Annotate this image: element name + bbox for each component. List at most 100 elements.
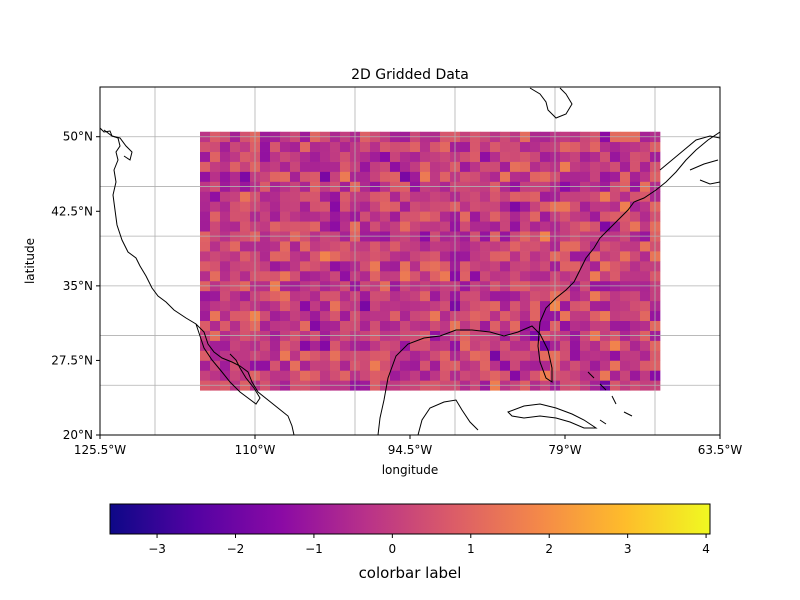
heatmap-cell [530,370,541,381]
heatmap-cell [360,141,371,152]
colorbar-ticks: −3 −2 −1 0 1 2 3 4 [148,534,710,556]
heatmap-cell [300,191,311,202]
heatmap-cell [360,310,371,321]
heatmap-cell [630,300,641,312]
heatmap-cell [630,350,641,361]
heatmap-cell [590,171,601,182]
heatmap-cell [600,171,611,182]
heatmap-cell [310,300,321,312]
heatmap-cell [490,320,501,331]
heatmap-cell [430,320,441,331]
heatmap-cell [520,201,531,212]
colorbar-tick-label: 4 [702,542,710,556]
heatmap-cell [390,320,401,331]
heatmap-cell [240,300,251,312]
heatmap-cell [310,350,321,361]
heatmap-cell [390,241,401,252]
heatmap-cell [240,151,251,162]
heatmap-cell [530,161,541,172]
heatmap-cell [540,270,551,282]
heatmap-cell [300,370,311,381]
heatmap-cell [610,201,621,212]
heatmap-cell [580,241,591,252]
heatmap-cell [440,161,451,172]
heatmap-cell [230,360,241,371]
heatmap-cell [440,151,451,162]
heatmap-cell [530,171,541,182]
heatmap-cell [370,241,381,252]
heatmap-cell [570,310,581,321]
heatmap-cell [210,320,221,331]
heatmap-cell [460,151,471,162]
colorbar-label: colorbar label [359,564,462,582]
heatmap-cell [490,370,501,381]
heatmap-cell [630,370,641,381]
heatmap-cell [420,350,431,361]
heatmap-cell [330,241,341,252]
heatmap-cell [300,310,311,321]
heatmap-cell [320,350,331,361]
heatmap-cell [520,191,531,202]
heatmap-cell [270,350,281,361]
heatmap-cell [200,251,211,262]
heatmap-cell [610,151,621,162]
heatmap-cell [220,211,231,222]
heatmap-cell [420,251,431,262]
heatmap-cell [280,151,291,162]
heatmap-cell [320,251,331,262]
heatmap-cell [590,211,601,222]
heatmap-cell [470,261,481,272]
heatmap-cell [280,241,291,252]
heatmap-cell [340,211,351,222]
heatmap-cell [440,221,451,232]
heatmap-cell [420,211,431,222]
heatmap-cell [340,201,351,212]
heatmap-cell [530,320,541,331]
heatmap-cell [410,340,421,351]
heatmap-cell [580,141,591,152]
heatmap-cell [630,270,641,282]
heatmap-cell [470,191,481,202]
heatmap-cell [530,290,541,302]
heatmap-cell [580,370,591,381]
heatmap-cell [360,221,371,232]
heatmap-cell [630,241,641,252]
heatmap-cell [510,151,521,162]
heatmap-cell [630,171,641,182]
heatmap-cell [240,360,251,371]
heatmap-cell [220,350,231,361]
heatmap-cell [600,310,611,321]
x-tick-label: 94.5°W [388,443,433,457]
heatmap-cell [340,270,351,282]
heatmap-cell [640,161,651,172]
heatmap-cell [440,270,451,282]
heatmap-cell [310,310,321,321]
heatmap-cell [290,251,301,262]
heatmap-cell [600,151,611,162]
heatmap-cell [580,360,591,371]
heatmap-cell [380,211,391,222]
heatmap-cell [560,171,571,182]
heatmap-cell [530,251,541,262]
heatmap-cell [620,171,631,182]
heatmap-cell [480,310,491,321]
heatmap-cell [570,290,581,302]
heatmap-cell [480,241,491,252]
heatmap-cell [420,201,431,212]
heatmap-cell [570,340,581,351]
heatmap-cell [330,201,341,212]
heatmap-cell [360,300,371,312]
heatmap-cell [620,201,631,212]
colorbar-tick-label: 3 [624,542,632,556]
heatmap-cell [470,370,481,381]
heatmap-cell [580,261,591,272]
heatmap-cell [510,191,521,202]
heatmap-cell [270,151,281,162]
heatmap-cell [500,270,511,282]
heatmap-cell [420,141,431,152]
heatmap-cell [230,300,241,312]
heatmap-cell [490,290,501,302]
heatmap-cell [540,201,551,212]
heatmap-cell [510,221,521,232]
heatmap-cell [290,320,301,331]
